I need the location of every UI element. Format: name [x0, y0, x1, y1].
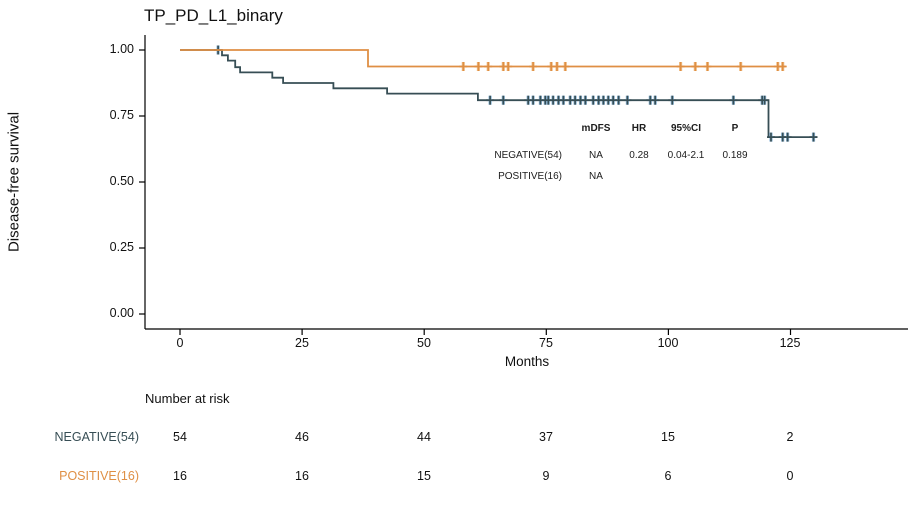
risk-count: 9	[542, 469, 550, 483]
stats-mdfs-value: NA	[589, 171, 603, 182]
survival-curve-positive	[180, 49, 786, 68]
stats-row-label: NEGATIVE(54)	[494, 150, 562, 161]
plot-title: TP_PD_L1_binary	[144, 6, 283, 25]
risk-count: 0	[786, 469, 794, 483]
risk-count: 16	[295, 469, 309, 483]
x-tick-label: 125	[779, 336, 801, 350]
y-tick-label: 1.00	[109, 42, 134, 56]
stats-header-p: P	[731, 123, 739, 134]
risk-count: 6	[664, 469, 672, 483]
risk-count: 46	[295, 430, 309, 444]
x-tick-label: 75	[539, 336, 553, 350]
y-axis-title: Disease-free survival	[5, 111, 23, 253]
risk-row-label-negative: NEGATIVE(54)	[54, 430, 139, 444]
risk-count: 15	[417, 469, 431, 483]
stats-row-label: POSITIVE(16)	[498, 171, 562, 182]
risk-count: 54	[173, 430, 187, 444]
risk-count: 44	[417, 430, 431, 444]
y-tick-label: 0.00	[109, 306, 134, 320]
risk-count: 2	[786, 430, 794, 444]
x-tick-label: 50	[417, 336, 431, 350]
risk-row-label-positive: POSITIVE(16)	[59, 469, 139, 483]
stats-header-ci: 95%CI	[670, 123, 702, 134]
y-tick-label: 0.75	[109, 108, 134, 122]
risk-count: 16	[173, 469, 187, 483]
stats-header-hr: HR	[631, 123, 647, 134]
risk-count: 37	[539, 430, 553, 444]
y-tick-label: 0.50	[109, 174, 134, 188]
stats-p-value: 0.189	[722, 150, 748, 161]
survival-curve-negative	[180, 49, 818, 138]
x-tick-label: 100	[657, 336, 679, 350]
x-tick-label: 25	[295, 336, 309, 350]
x-axis-title: Months	[504, 354, 550, 369]
risk-count: 15	[661, 430, 675, 444]
stats-mdfs-value: NA	[589, 150, 603, 161]
stats-ci-value: 0.04-2.1	[667, 150, 705, 161]
stats-header-mdfs: mDFS	[581, 123, 611, 134]
y-tick-label: 0.25	[109, 240, 134, 254]
stats-hr-value: 0.28	[629, 150, 649, 161]
x-tick-label: 0	[176, 336, 184, 350]
risk-table-heading: Number at risk	[145, 391, 230, 406]
